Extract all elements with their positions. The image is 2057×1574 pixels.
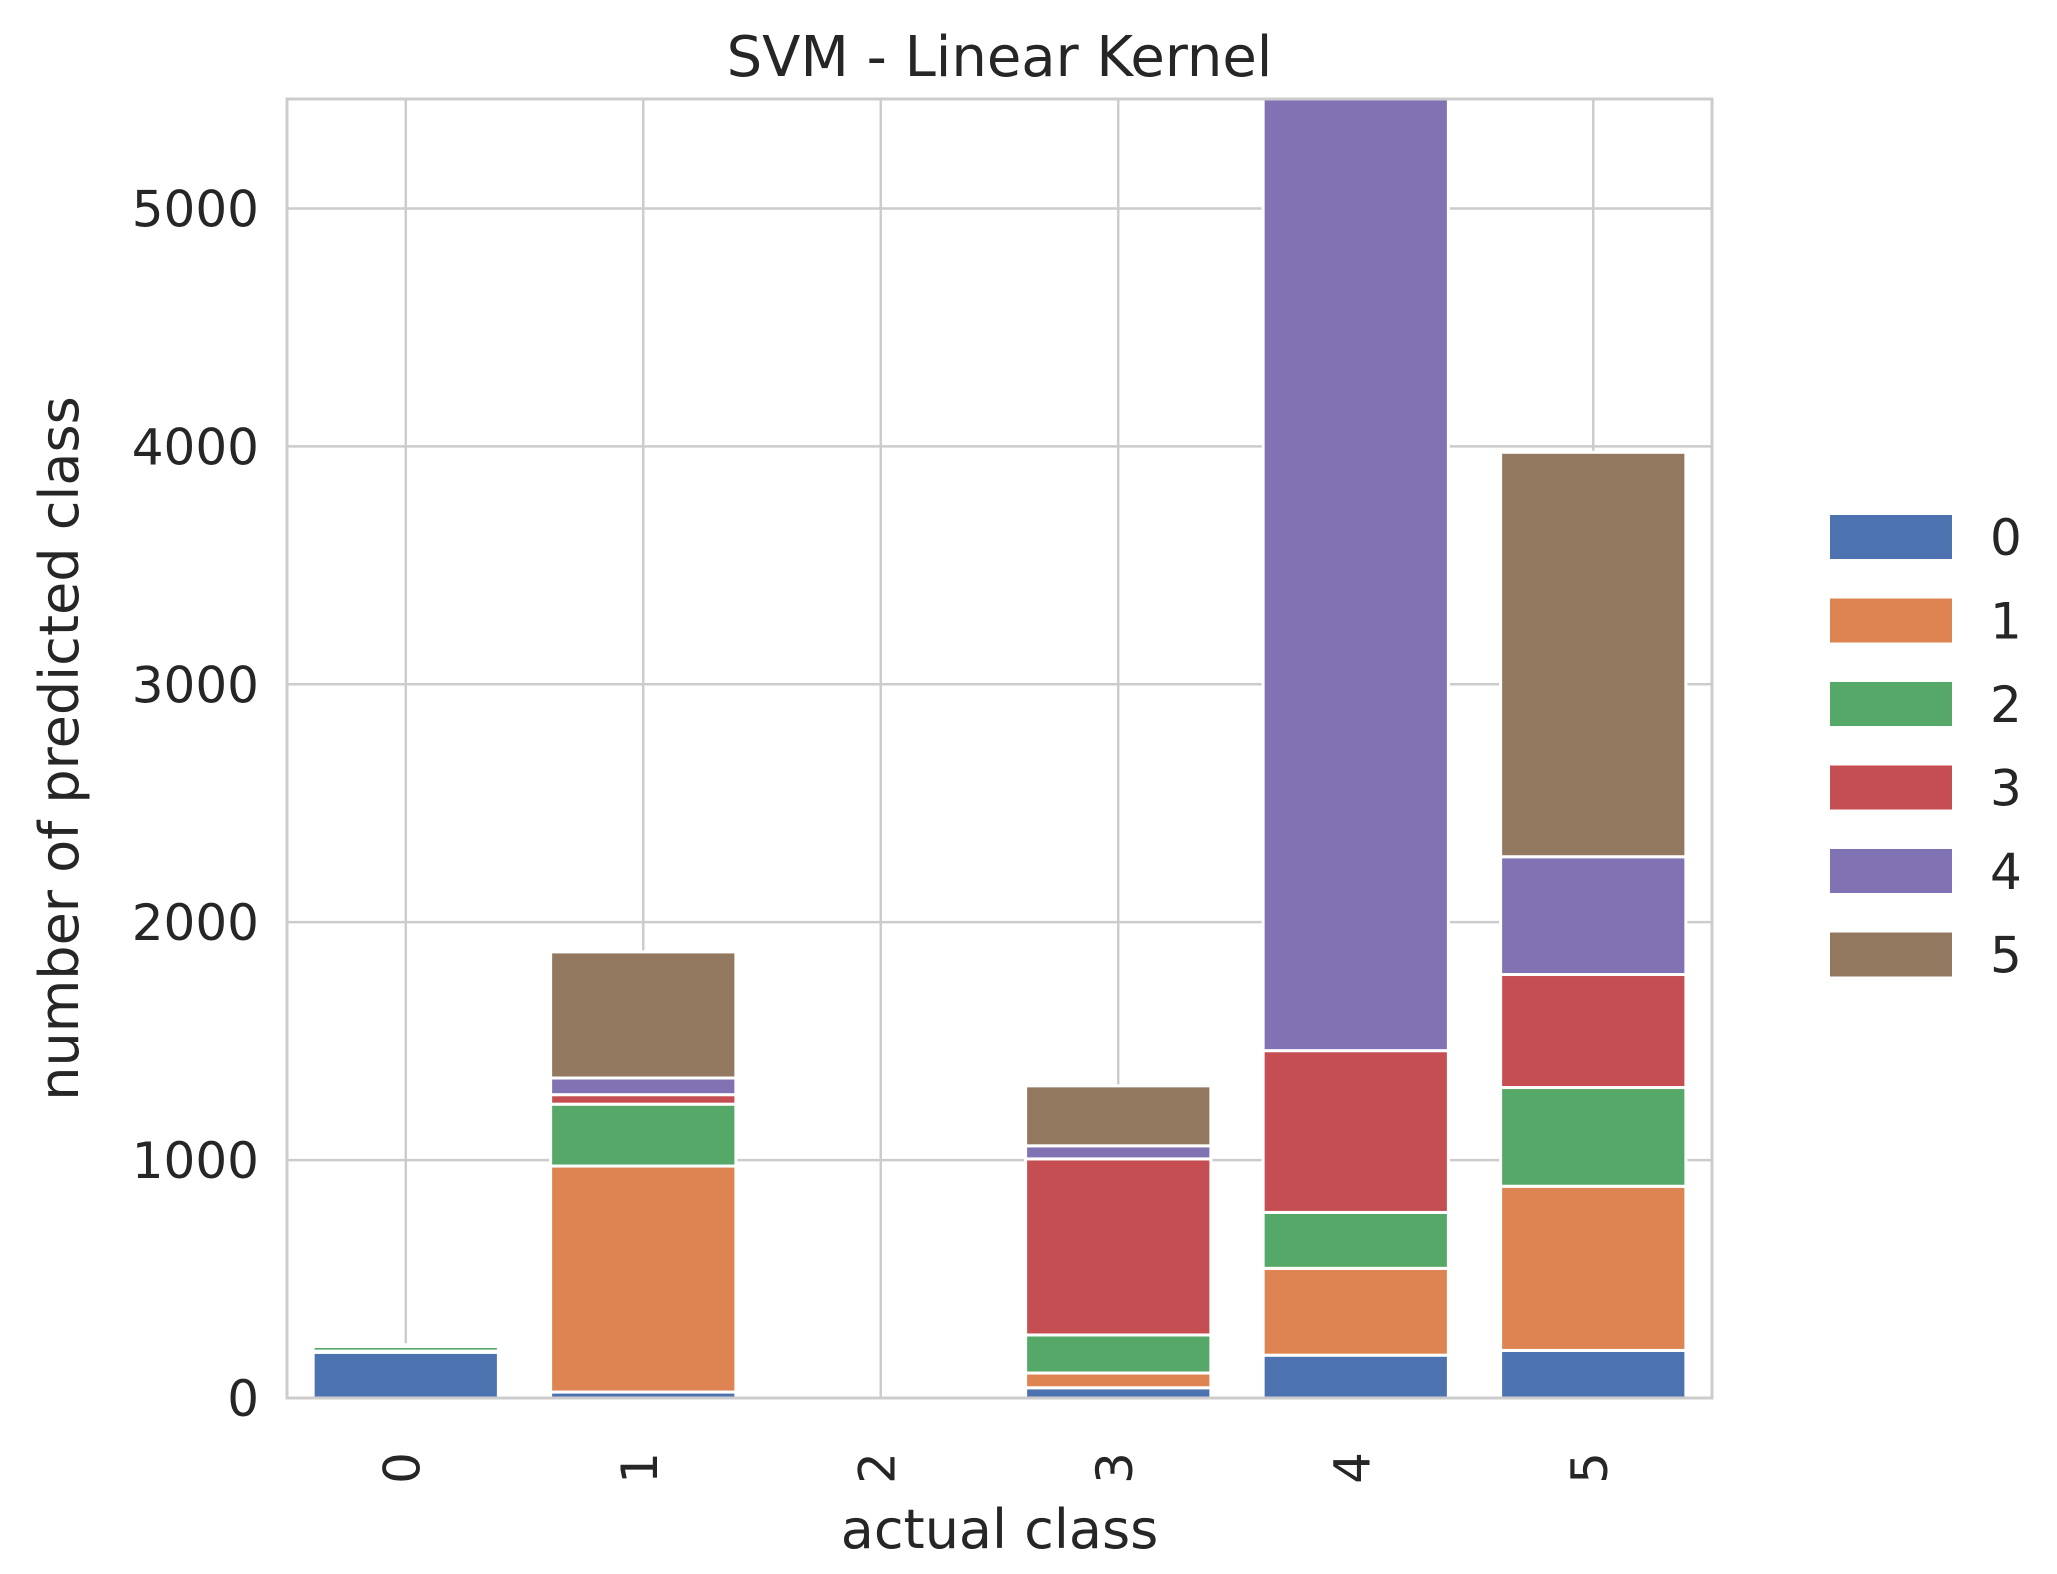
bar-segment bbox=[1024, 1144, 1213, 1161]
x-tick-label: 5 bbox=[1561, 1452, 1619, 1484]
bar-segment bbox=[1261, 1049, 1450, 1214]
bar-segment bbox=[1499, 855, 1688, 977]
y-axis-label: number of predicted class bbox=[28, 396, 91, 1101]
bar-segment bbox=[1024, 1333, 1213, 1375]
x-tick-label: 3 bbox=[1086, 1452, 1144, 1484]
bar-segment bbox=[1024, 1084, 1213, 1148]
y-tick-label: 1000 bbox=[132, 1132, 259, 1190]
plot-frame bbox=[285, 97, 1714, 1400]
legend-label: 0 bbox=[1990, 509, 2022, 567]
x-tick-label: 4 bbox=[1323, 1452, 1381, 1484]
bar-segment bbox=[549, 1076, 738, 1097]
legend: 0 1 2 3 4 5 bbox=[1830, 509, 2022, 985]
bar-segment bbox=[1024, 1157, 1213, 1337]
legend-swatch bbox=[1830, 932, 1952, 977]
legend-label: 4 bbox=[1990, 843, 2022, 901]
legend-swatch bbox=[1830, 849, 1952, 893]
y-tick-label: 3000 bbox=[132, 656, 259, 714]
x-tick-label: 2 bbox=[848, 1452, 906, 1484]
legend-swatch bbox=[1830, 682, 1952, 726]
bar-segment bbox=[1499, 1086, 1688, 1188]
x-tick-label: 0 bbox=[373, 1452, 431, 1484]
chart-title: SVM - Linear Kernel bbox=[727, 25, 1273, 90]
bar-segment bbox=[1024, 1386, 1213, 1400]
y-tick-labels: 0 1000 2000 3000 4000 5000 bbox=[132, 180, 259, 1428]
bar-segment bbox=[549, 950, 738, 1080]
bar-segment bbox=[1499, 450, 1688, 859]
bar-segment bbox=[1499, 973, 1688, 1090]
bar-segment bbox=[1261, 1353, 1450, 1400]
x-tick-label: 1 bbox=[611, 1452, 669, 1484]
bar-segment bbox=[1261, 1266, 1450, 1357]
y-tick-label: 5000 bbox=[132, 180, 259, 238]
legend-swatch bbox=[1830, 765, 1952, 810]
y-tick-label: 2000 bbox=[132, 894, 259, 952]
legend-label: 3 bbox=[1990, 760, 2022, 818]
x-axis-label: actual class bbox=[841, 1498, 1159, 1561]
legend-swatch bbox=[1830, 515, 1952, 559]
x-tick-labels: 0 1 2 3 4 5 bbox=[373, 1452, 1619, 1484]
bar-segment bbox=[1261, 1210, 1450, 1270]
bar-segment bbox=[1261, 97, 1450, 1053]
y-tick-label: 0 bbox=[227, 1370, 259, 1428]
bar-segment bbox=[549, 1102, 738, 1168]
y-tick-label: 4000 bbox=[132, 418, 259, 476]
bars bbox=[311, 97, 1688, 1400]
bar-segment bbox=[311, 1350, 500, 1400]
legend-label: 1 bbox=[1990, 593, 2022, 651]
legend-label: 5 bbox=[1990, 927, 2022, 985]
bar-segment bbox=[1024, 1371, 1213, 1390]
grid-lines bbox=[287, 99, 1712, 1400]
legend-label: 2 bbox=[1990, 676, 2022, 734]
bar-segment bbox=[1499, 1184, 1688, 1352]
legend-swatch bbox=[1830, 598, 1952, 643]
bar-segment bbox=[1499, 1348, 1688, 1400]
bar-segment bbox=[549, 1164, 738, 1394]
